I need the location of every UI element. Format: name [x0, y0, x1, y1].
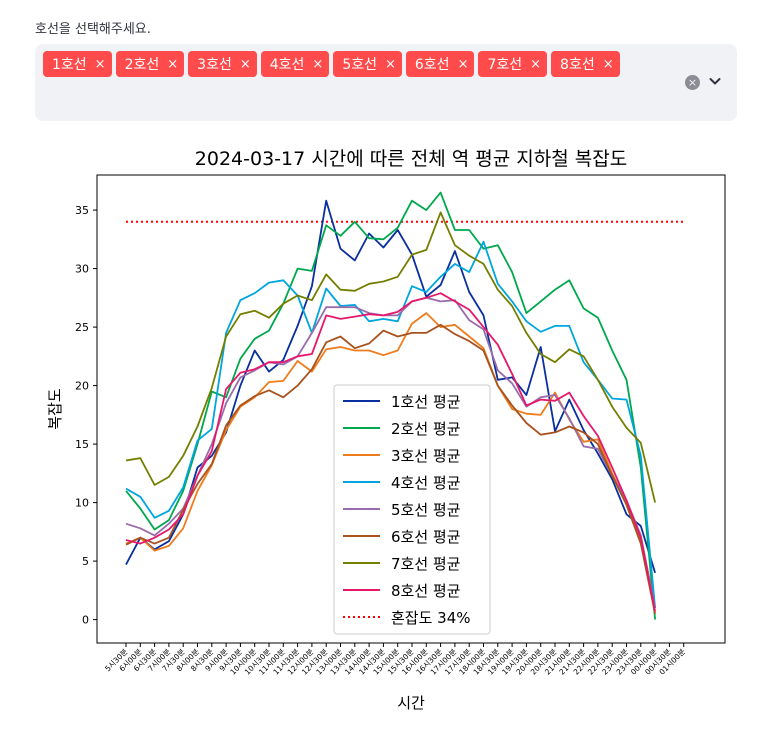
legend-label: 4호선 평균 — [391, 474, 461, 492]
chip-remove-icon[interactable]: × — [239, 56, 251, 72]
series-line-6 — [125, 323, 656, 614]
y-tick-label: 10 — [75, 497, 89, 510]
chip-line-4: 4호선 × — [260, 51, 330, 77]
legend-label: 8호선 평균 — [391, 582, 461, 600]
series-line-2 — [125, 191, 656, 620]
chip-line-3: 3호선 × — [188, 51, 257, 77]
chevron-down-icon[interactable] — [707, 73, 723, 89]
chip-line-1: 1호선 × — [43, 51, 112, 77]
clear-all-icon[interactable]: × — [685, 75, 700, 90]
legend-label: 1호선 평균 — [391, 393, 461, 411]
y-tick-label: 5 — [82, 555, 89, 568]
line-select-prompt: 호선을 선택해주세요. — [35, 22, 151, 37]
chip-remove-icon[interactable]: × — [384, 56, 396, 72]
chip-label: 5호선 — [342, 57, 377, 73]
chip-label: 1호선 — [52, 57, 87, 73]
y-tick-label: 35 — [75, 204, 89, 217]
line-multiselect[interactable]: 1호선 × 2호선 × 3호선 × 4호선 × 5호선 × 6호선 × 7호선 × 8호선 × × — [35, 44, 737, 121]
legend-label: 2호선 평균 — [391, 420, 461, 438]
chip-line-7: 7호선 × — [478, 51, 548, 77]
y-tick-label: 25 — [75, 321, 89, 334]
chip-label: 6호선 — [414, 57, 450, 73]
selected-chips: 1호선 × 2호선 × 3호선 × 4호선 × 5호선 × 6호선 × 7호선 × 8호선 × — [43, 51, 663, 85]
legend-label: 7호선 평균 — [391, 555, 461, 573]
chip-line-6: 6호선 × — [405, 51, 475, 77]
chip-remove-icon[interactable]: × — [530, 56, 542, 72]
legend-label: 5호선 평균 — [391, 501, 461, 519]
y-tick-label: 30 — [75, 263, 89, 276]
chip-label: 8호선 — [560, 57, 595, 73]
chip-remove-icon[interactable]: × — [167, 56, 179, 72]
chip-line-8: 8호선 × — [551, 51, 620, 77]
series-line-8 — [125, 292, 656, 612]
legend-label: 3호선 평균 — [391, 447, 461, 465]
series-line-1 — [125, 199, 656, 574]
congestion-line-chart: 2024-03-17 시간에 따른 전체 역 평균 지하철 복잡도 0 5 10 15 2… — [46, 148, 726, 712]
y-tick-label: 20 — [75, 380, 89, 393]
chip-label: 3호선 — [197, 57, 232, 73]
chip-remove-icon[interactable]: × — [457, 56, 469, 72]
legend-label: 혼잡도 34% — [391, 609, 471, 627]
legend-label: 6호선 평균 — [391, 528, 461, 546]
y-tick-label: 15 — [75, 438, 89, 451]
series-line-7 — [125, 211, 656, 503]
chip-remove-icon[interactable]: × — [94, 56, 106, 72]
chip-label: 2호선 — [124, 57, 160, 73]
chip-line-5: 5호선 × — [333, 51, 402, 77]
chip-label: 7호선 — [487, 57, 523, 73]
y-axis-label: 복잡도 — [46, 388, 64, 430]
chip-line-2: 2호선 × — [115, 51, 185, 77]
chart-title: 2024-03-17 시간에 따른 전체 역 평균 지하철 복잡도 — [195, 148, 627, 170]
chip-label: 4호선 — [269, 57, 305, 73]
chip-remove-icon[interactable]: × — [602, 56, 614, 72]
x-axis-label: 시간 — [397, 694, 425, 712]
series-line-4 — [125, 240, 656, 608]
chip-remove-icon[interactable]: × — [312, 56, 324, 72]
legend — [333, 384, 491, 635]
y-tick-label: 0 — [82, 614, 89, 627]
